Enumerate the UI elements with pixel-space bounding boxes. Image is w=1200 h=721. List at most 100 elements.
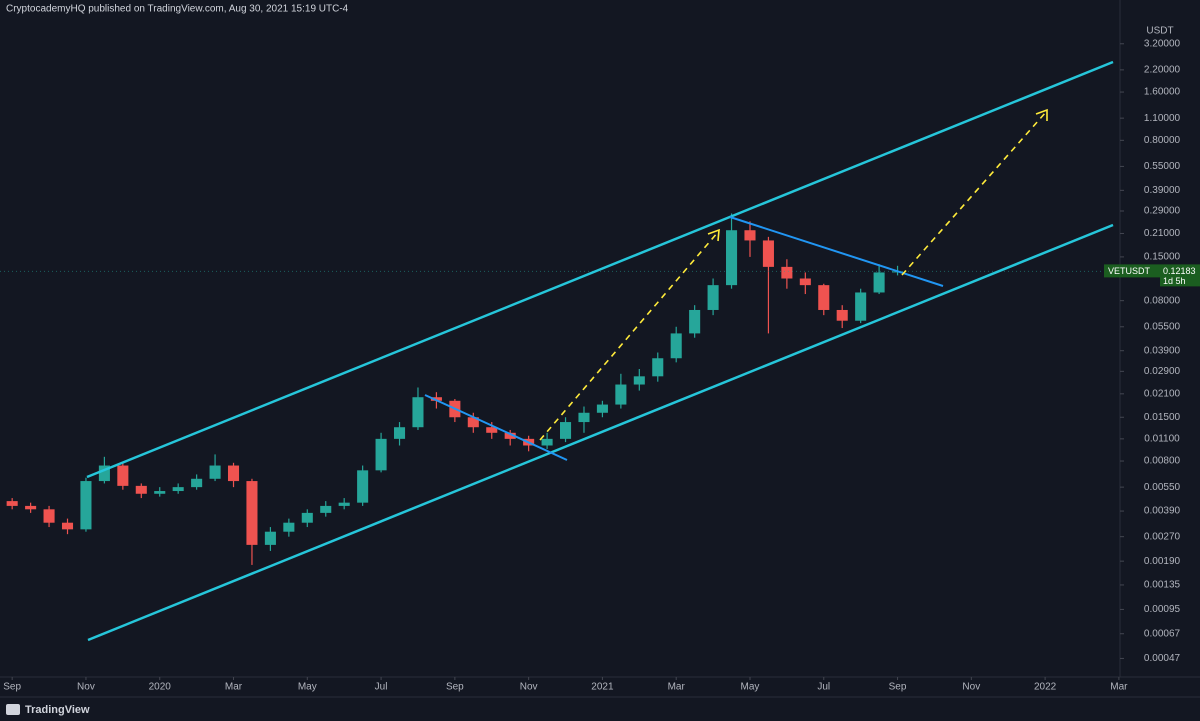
y-tick-label: 1.10000 [1144, 113, 1181, 124]
candle-body [670, 333, 682, 359]
currency-label: USDT [1146, 26, 1173, 37]
y-tick-label: 0.00550 [1144, 482, 1181, 493]
footer: TradingView [6, 704, 90, 716]
candle-body [707, 285, 719, 310]
projection-arrow [901, 111, 1047, 276]
channel-top [86, 60, 1114, 479]
y-tick-label: 0.80000 [1144, 135, 1181, 146]
candle-body [486, 427, 498, 433]
candle-body [652, 358, 664, 377]
y-tick-label: 0.29000 [1144, 206, 1181, 217]
y-tick-label: 0.00270 [1144, 531, 1181, 542]
projection-arrow [539, 231, 719, 441]
candle-body [375, 438, 387, 471]
candle-body [633, 376, 645, 385]
channel-bottom [87, 223, 1114, 642]
y-tick-label: 0.08000 [1144, 295, 1181, 306]
x-tick-label: Sep [889, 682, 907, 693]
candle-body [227, 465, 240, 482]
last-price-label: 0.12183 [1163, 266, 1196, 276]
y-tick-label: 0.00135 [1144, 580, 1181, 591]
logo [6, 704, 20, 715]
candle-body [467, 417, 479, 428]
candle-body [6, 501, 18, 506]
x-tick-label: Nov [77, 682, 95, 693]
y-tick-label: 0.00800 [1144, 456, 1181, 467]
x-tick-label: Nov [962, 682, 980, 693]
y-tick-label: 0.00390 [1144, 506, 1181, 517]
candle-body [43, 509, 55, 523]
candle-body [818, 285, 830, 310]
candle-body [320, 505, 332, 513]
symbol-label: VETUSDT [1108, 266, 1151, 276]
candle-body [799, 278, 811, 286]
x-tick-label: Mar [1110, 682, 1128, 693]
candle-body [504, 432, 516, 439]
candle-body [393, 427, 406, 439]
candle-body [781, 266, 793, 279]
x-tick-label: Mar [225, 682, 243, 693]
candle-body [301, 512, 313, 523]
candle-body [172, 487, 184, 492]
candle-body [855, 292, 867, 321]
trendline [424, 394, 568, 461]
candle-body [357, 470, 369, 503]
y-tick-label: 0.02900 [1144, 366, 1181, 377]
candle-body [726, 230, 738, 286]
trendline [729, 216, 944, 287]
y-tick-label: 0.00047 [1144, 653, 1181, 664]
candle-body [209, 465, 221, 479]
x-tick-label: Jul [375, 682, 388, 693]
candle-body [836, 309, 848, 321]
arrow-head [1035, 108, 1048, 121]
candle-body [762, 240, 774, 267]
candle-body [560, 422, 572, 439]
y-tick-label: 0.55000 [1144, 161, 1181, 172]
x-tick-label: May [298, 682, 317, 693]
y-tick-label: 0.39000 [1144, 185, 1181, 196]
candle-body [873, 272, 885, 293]
candle-body [689, 309, 701, 334]
x-tick-label: Jul [817, 682, 830, 693]
x-tick-label: 2022 [1034, 682, 1057, 693]
candle-body [430, 397, 442, 401]
brand: TradingView [25, 704, 90, 716]
x-tick-label: Sep [446, 682, 464, 693]
candle-body [264, 531, 276, 545]
candle-body [98, 465, 110, 482]
candle-body [191, 478, 203, 488]
candle-body [246, 481, 258, 545]
candle-body [596, 404, 608, 413]
x-tick-label: Nov [520, 682, 538, 693]
y-tick-label: 0.01100 [1144, 433, 1180, 444]
drawings [86, 60, 1114, 642]
y-tick-label: 0.00095 [1144, 604, 1181, 615]
candle-body [80, 481, 92, 530]
candle-body [541, 438, 553, 446]
x-tick-label: Mar [668, 682, 686, 693]
candle-body [117, 465, 129, 486]
y-tick-label: 3.20000 [1144, 38, 1181, 49]
y-tick-label: 0.00067 [1144, 628, 1181, 639]
x-tick-label: May [741, 682, 760, 693]
candle-body [283, 522, 295, 532]
y-tick-label: 0.01500 [1144, 412, 1181, 423]
y-tick-label: 0.15000 [1144, 252, 1181, 263]
candle-body [338, 502, 350, 506]
y-tick-label: 0.05500 [1144, 321, 1181, 332]
candle-body [25, 505, 37, 510]
y-tick-label: 1.60000 [1144, 87, 1181, 98]
header-text: CryptocademyHQ published on TradingView.… [6, 4, 349, 15]
arrow-head [707, 228, 720, 242]
plot [0, 213, 1120, 565]
candle-body [578, 412, 590, 423]
countdown-label: 1d 5h [1163, 276, 1186, 286]
candle-body [615, 384, 627, 405]
y-tick-label: 0.03900 [1144, 345, 1181, 356]
candle-body [744, 230, 756, 241]
candle-body [135, 485, 147, 494]
y-tick-label: 0.21000 [1144, 228, 1181, 239]
y-tick-label: 2.20000 [1144, 65, 1181, 76]
